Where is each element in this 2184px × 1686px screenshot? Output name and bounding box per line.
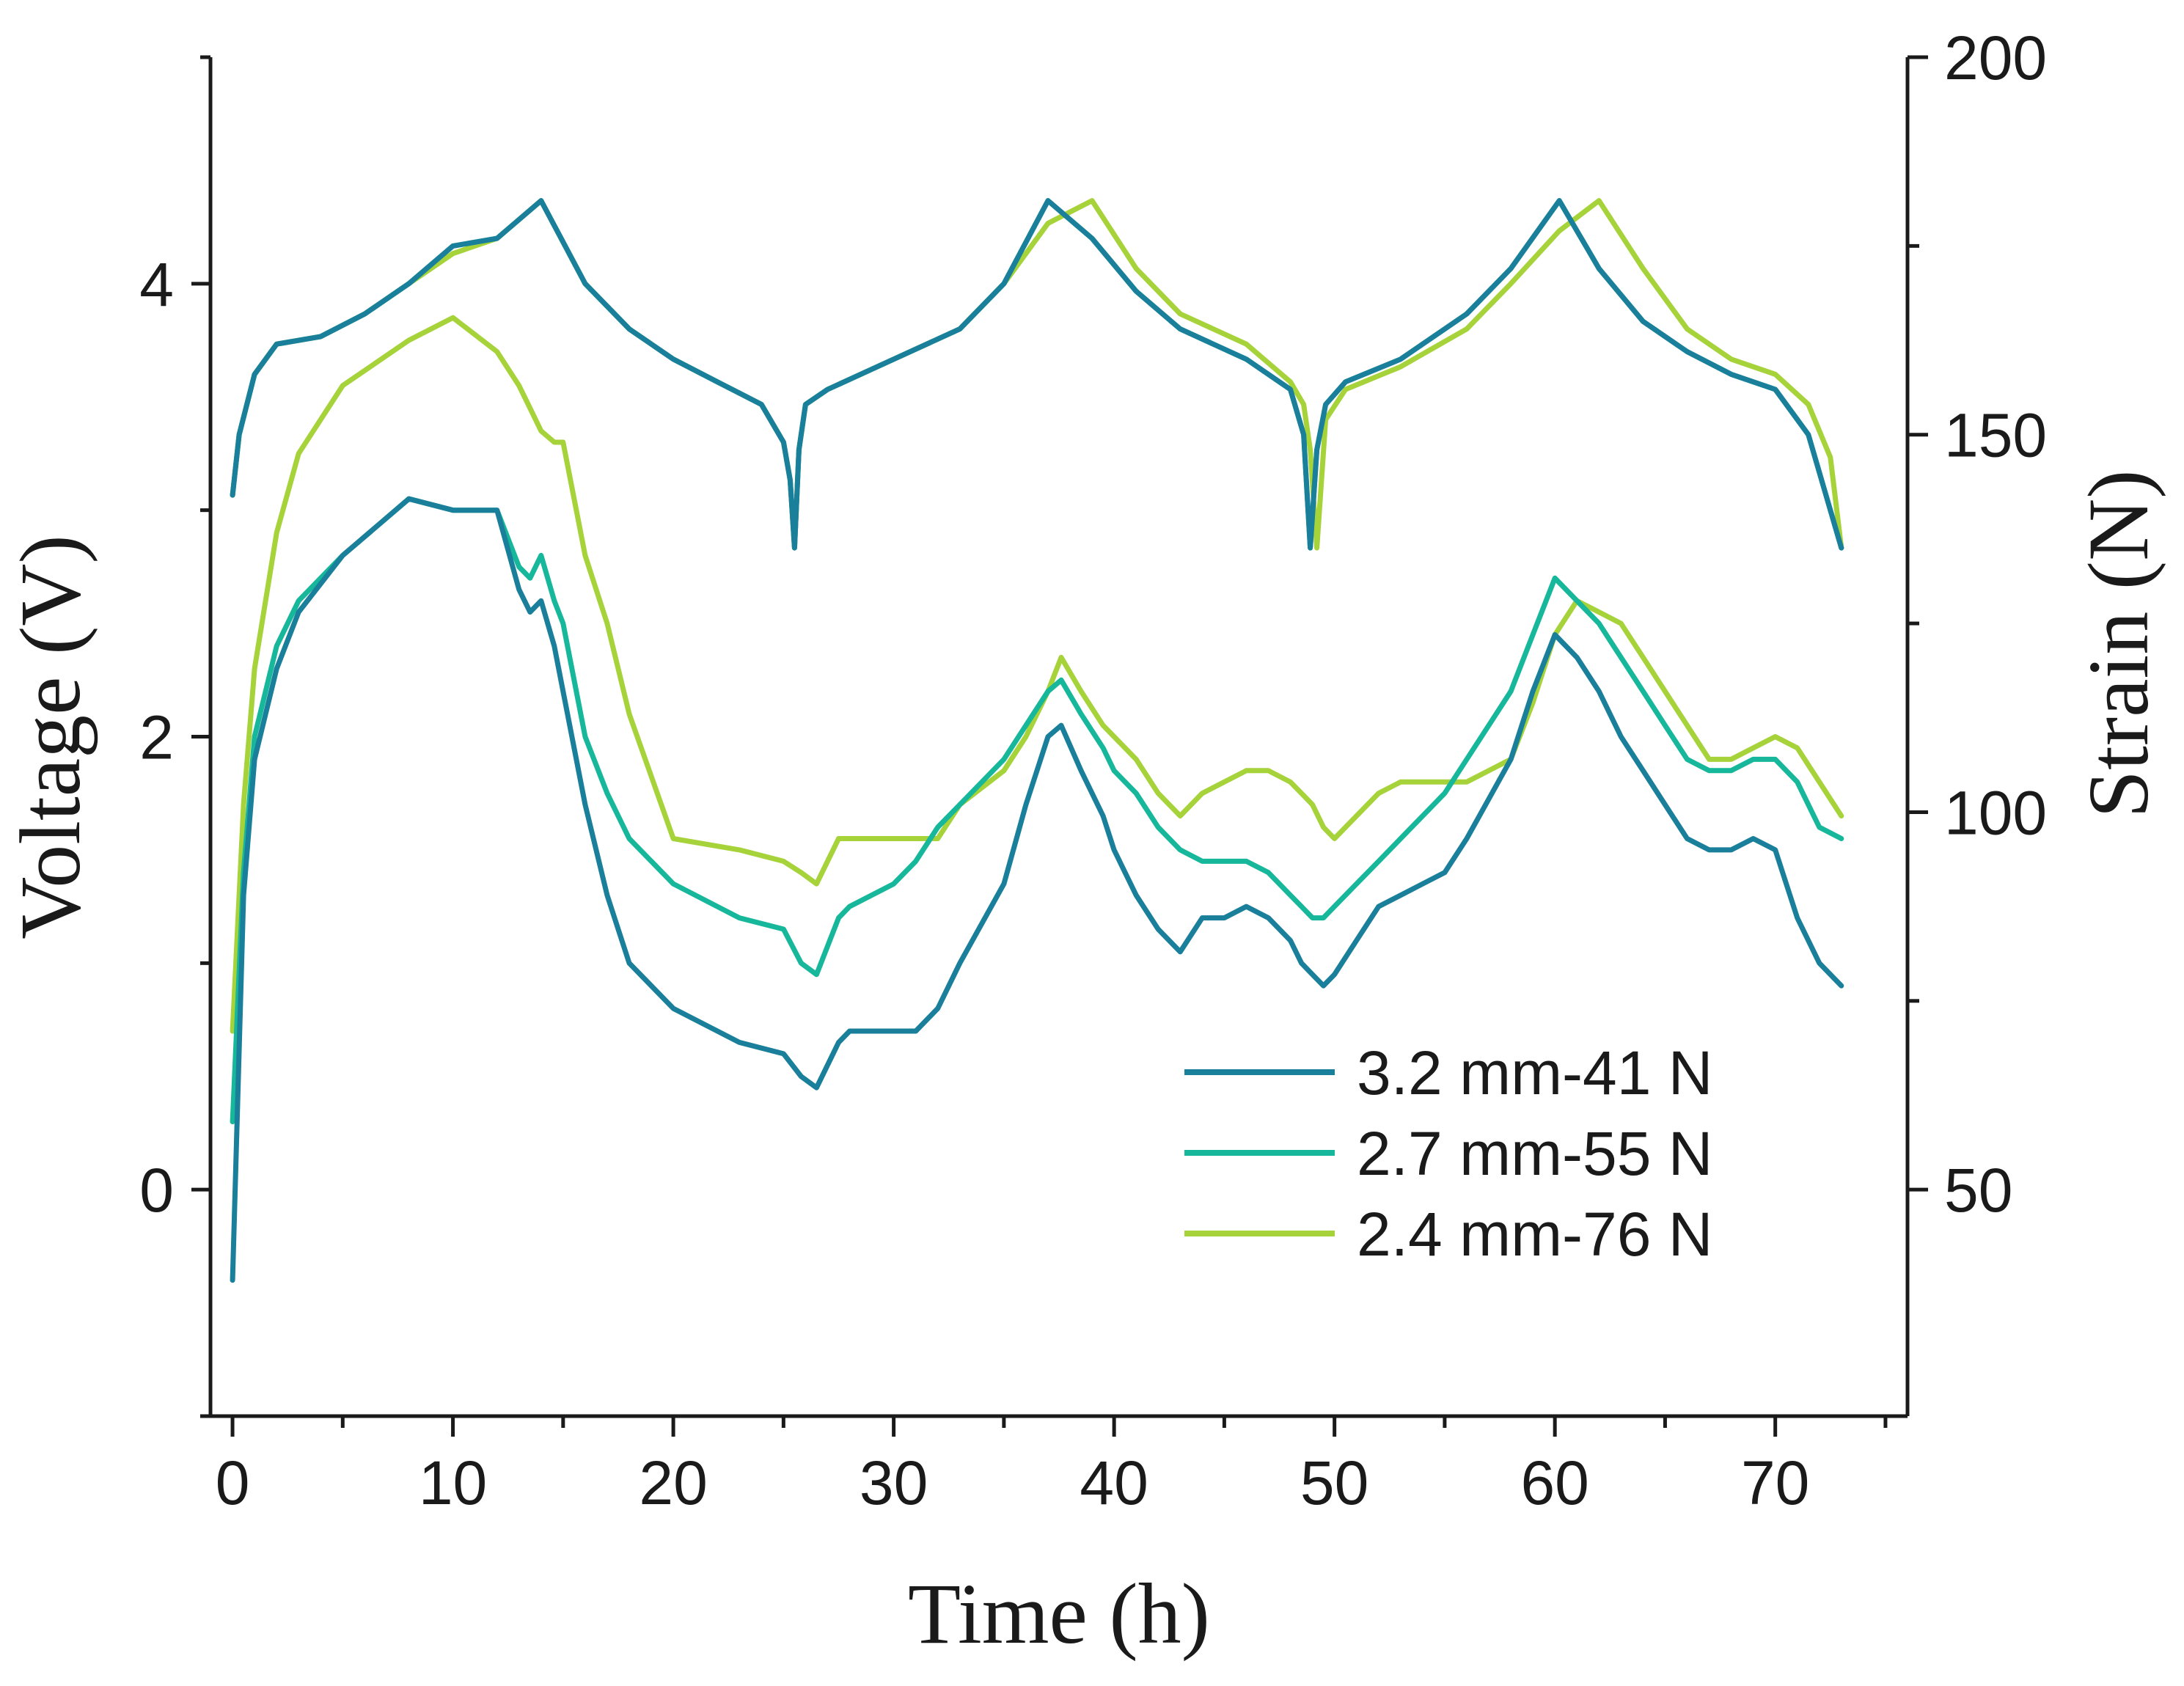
legend: 3.2 mm-41 N 2.7 mm-55 N 2.4 mm-76 N bbox=[1184, 1038, 1712, 1269]
y-tick-label: 4 bbox=[139, 250, 174, 319]
y2-tick-label: 200 bbox=[1944, 23, 2047, 92]
y-tick-label: 0 bbox=[139, 1156, 174, 1225]
y2-axis-title: Strain (N) bbox=[2070, 469, 2166, 818]
y-tick-label: 2 bbox=[139, 703, 174, 772]
x-tick-label: 50 bbox=[1300, 1448, 1368, 1517]
strain-series-2-7-mm-55-n bbox=[230, 198, 1844, 551]
x-tick-label: 0 bbox=[216, 1448, 250, 1517]
y-axis-title: Voltage (V) bbox=[2, 535, 98, 939]
strain-series-3-2-mm-41-n bbox=[230, 198, 1844, 551]
x-tick-label: 10 bbox=[419, 1448, 487, 1517]
voltage-series-2-4-mm-76-n bbox=[230, 315, 1844, 1034]
y2-tick-label: 150 bbox=[1944, 401, 2047, 470]
voltage-series-3-2-mm-41-n bbox=[230, 496, 1844, 1283]
voltage-series-2-7-mm-55-n bbox=[230, 496, 1844, 1124]
x-tick-label: 40 bbox=[1080, 1448, 1148, 1517]
x-tick-label: 20 bbox=[639, 1448, 707, 1517]
strain-series-group bbox=[230, 198, 1844, 551]
strain-series-2-4-mm-76-n bbox=[230, 198, 1844, 551]
x-tick-label: 60 bbox=[1520, 1448, 1588, 1517]
y2-tick-label: 50 bbox=[1944, 1156, 2012, 1225]
ticks: 0 10 20 30 40 50 60 70 0 2 4 50 100 150 200 bbox=[139, 23, 2047, 1517]
legend-label-3: 2.4 mm-76 N bbox=[1357, 1200, 1712, 1269]
voltage-series-group bbox=[230, 315, 1844, 1283]
x-axis-title: Time (h) bbox=[908, 1566, 1210, 1662]
x-tick-label: 70 bbox=[1741, 1448, 1809, 1517]
legend-label-2: 2.7 mm-55 N bbox=[1357, 1119, 1712, 1188]
legend-label-1: 3.2 mm-41 N bbox=[1357, 1038, 1712, 1107]
y2-tick-label: 100 bbox=[1944, 778, 2047, 847]
x-tick-label: 30 bbox=[860, 1448, 928, 1517]
